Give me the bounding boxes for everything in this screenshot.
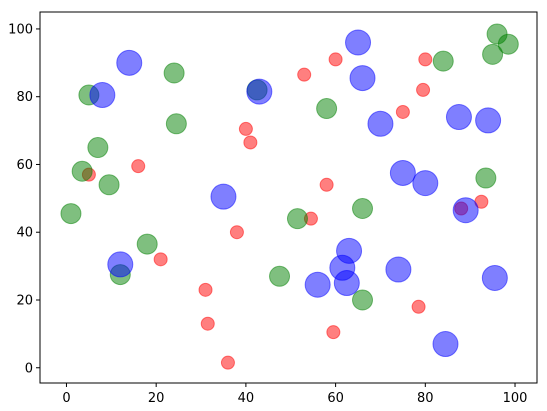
y-tick-label: 20: [16, 293, 33, 308]
scatter-point-s0-15: [411, 299, 426, 314]
x-tick-label: 60: [327, 391, 344, 406]
scatter-point-s2-1: [107, 251, 134, 278]
scatter-point-s2-12: [385, 256, 412, 283]
scatter-point-s2-10: [349, 65, 376, 92]
scatter-point-s2-17: [452, 197, 479, 224]
scatter-point-s2-9: [345, 29, 372, 56]
scatter-point-s0-17: [418, 52, 433, 67]
scatter-point-s2-11: [367, 110, 394, 137]
scatter-point-s2-18: [475, 107, 502, 134]
scatter-point-s0-14: [395, 104, 410, 119]
scatter-point-s0-5: [220, 355, 235, 370]
scatter-point-s2-4: [246, 78, 273, 105]
scatter-point-s0-6: [229, 225, 244, 240]
scatter-point-s1-11: [286, 208, 308, 230]
scatter-point-s1-7: [163, 62, 185, 84]
x-axis: 0 20 40 60 80 100: [62, 383, 527, 406]
y-tick-label: 100: [8, 22, 33, 37]
points-layer: [60, 23, 519, 370]
scatter-point-s1-17: [482, 43, 504, 65]
axes-frame: [39, 11, 538, 384]
x-tick-label: 0: [62, 391, 70, 406]
scatter-point-s1-12: [316, 98, 338, 120]
scatter-point-s1-8: [165, 113, 187, 135]
scatter-point-s2-16: [445, 104, 472, 131]
scatter-point-s2-3: [210, 183, 237, 210]
scatter-point-s2-13: [389, 159, 416, 186]
scatter-point-s1-6: [136, 233, 158, 255]
scatter-point-s0-9: [297, 67, 312, 82]
scatter-point-s0-11: [319, 177, 334, 192]
scatter-point-s2-15: [432, 331, 459, 358]
scatter-point-s2-0: [89, 82, 116, 109]
y-tick-label: 0: [25, 361, 33, 376]
x-tick-label: 80: [417, 391, 434, 406]
scatter-point-s0-4: [200, 316, 215, 331]
x-tick-label: 20: [148, 391, 165, 406]
scatter-point-s1-15: [432, 50, 454, 72]
scatter-point-s0-12: [326, 325, 341, 340]
scatter-point-s0-3: [198, 282, 213, 297]
scatter-point-s0-1: [131, 159, 146, 174]
scatter-point-s2-5: [304, 271, 331, 298]
scatter-point-s1-14: [352, 198, 374, 220]
scatter-point-s0-16: [416, 82, 431, 97]
scatter-point-s2-7: [333, 270, 360, 297]
y-axis: 0 20 40 60 80 100: [8, 22, 40, 376]
x-tick-label: 100: [503, 391, 528, 406]
scatter-point-s0-13: [328, 52, 343, 67]
scatter-point-s2-2: [116, 49, 143, 76]
y-tick-label: 40: [16, 226, 33, 241]
scatter-point-s1-16: [475, 167, 497, 189]
scatter-point-s0-2: [153, 252, 168, 267]
plot-area: [40, 12, 537, 383]
scatter-point-s2-14: [412, 170, 439, 197]
x-tick-label: 40: [238, 391, 255, 406]
y-tick-label: 60: [16, 158, 33, 173]
scatter-point-s0-8: [243, 135, 258, 150]
scatter-point-s1-10: [269, 265, 291, 287]
y-tick-label: 80: [16, 90, 33, 105]
scatter-point-s1-3: [87, 137, 109, 159]
scatter-point-s1-19: [497, 33, 519, 55]
scatter-point-s2-8: [336, 237, 363, 264]
scatter-point-s1-4: [98, 174, 120, 196]
scatter-point-s2-19: [481, 264, 508, 291]
scatter-point-s1-1: [71, 160, 93, 182]
scatter-point-s1-0: [60, 203, 82, 225]
scatter-point-s0-7: [238, 121, 253, 136]
scatter-point-s1-13: [352, 289, 374, 311]
